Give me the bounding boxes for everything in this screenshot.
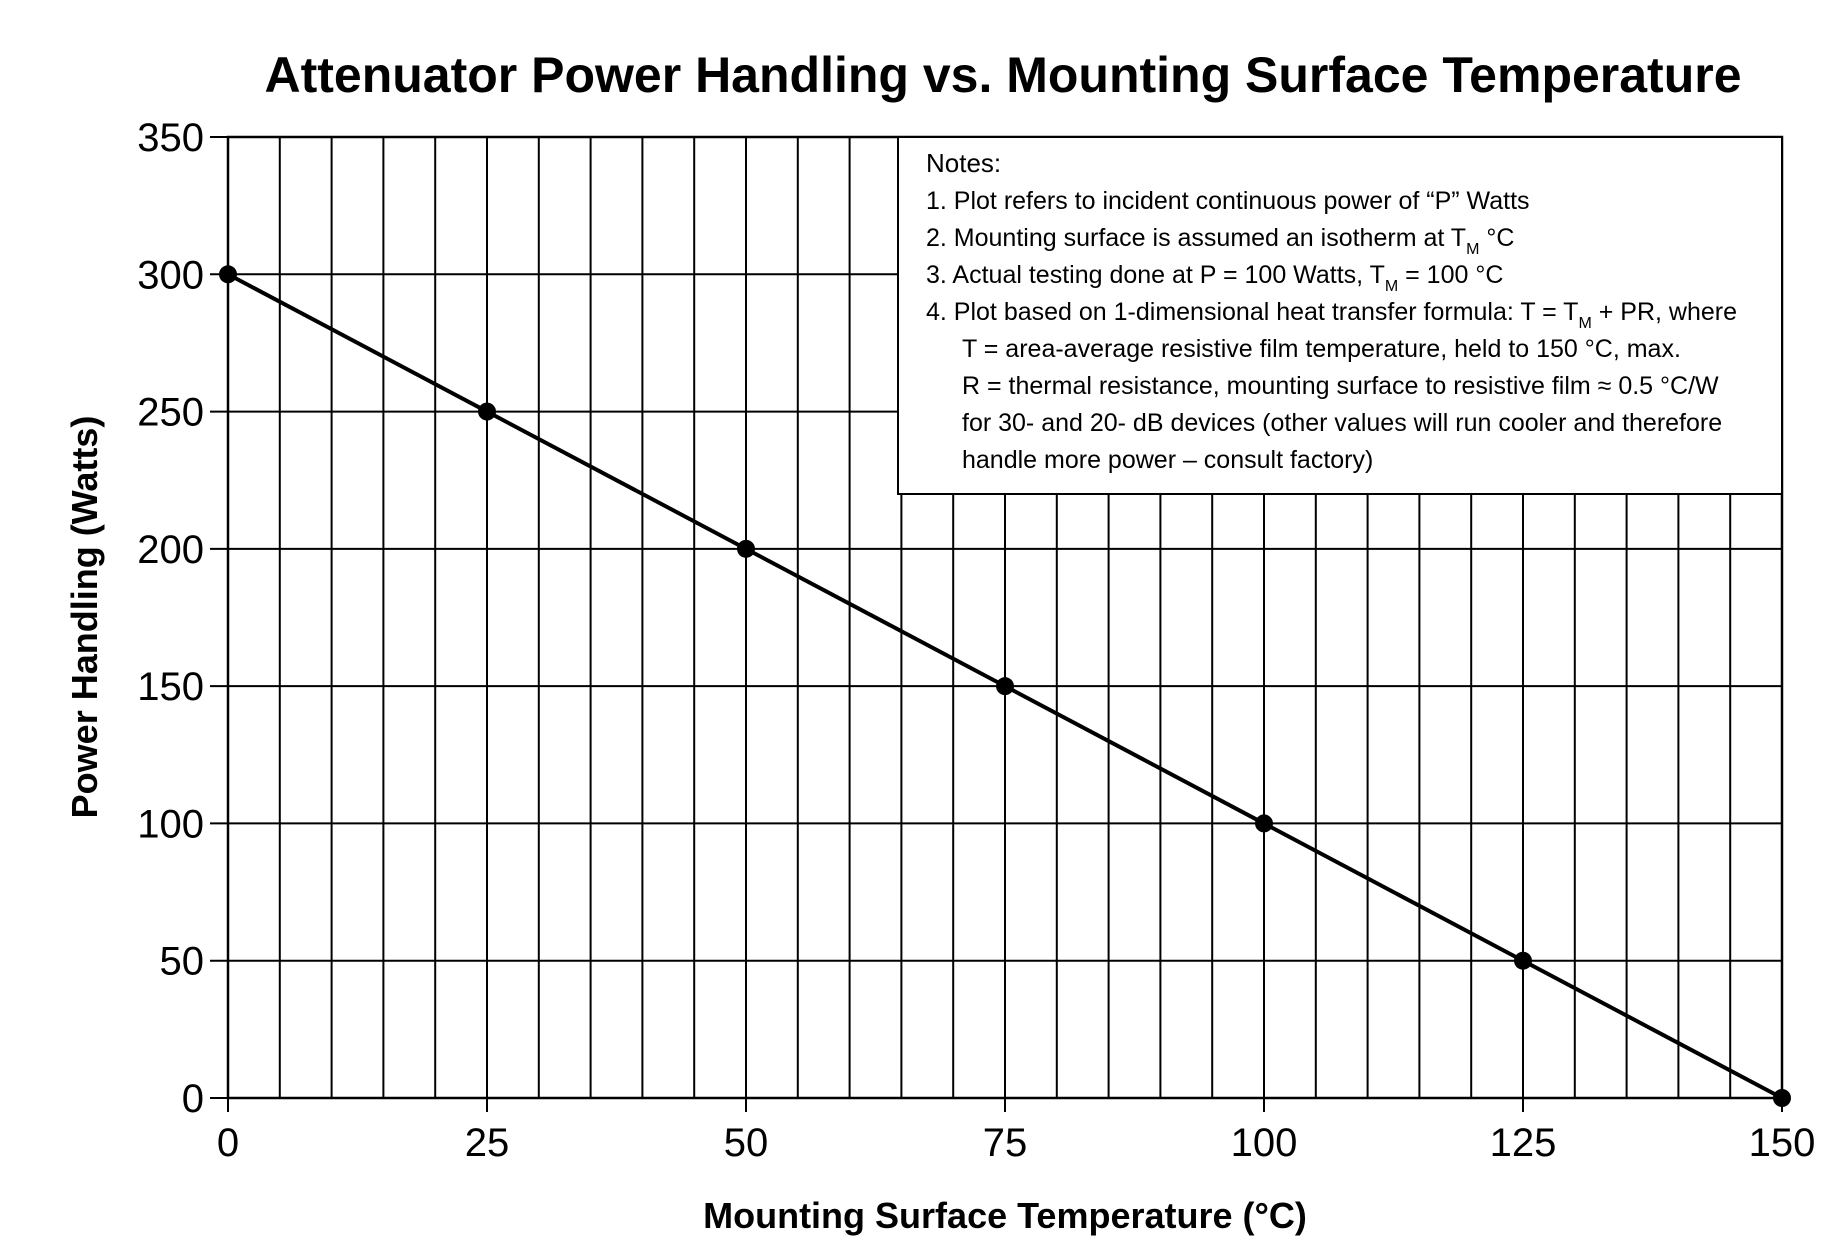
data-point	[996, 677, 1014, 696]
data-point	[1255, 814, 1273, 833]
note-line-2-text: 2. Mounting surface is assumed an isothe…	[926, 224, 1466, 252]
x-tick-label: 125	[1490, 1121, 1557, 1165]
y-tick-label: 50	[160, 940, 205, 984]
x-tick-label: 75	[983, 1121, 1028, 1165]
note-line-6: R = thermal resistance, mounting surface…	[962, 372, 1719, 400]
note-line-2-unit: °C	[1479, 224, 1514, 252]
x-tick-label: 25	[465, 1121, 510, 1165]
chart-title: Attenuator Power Handling vs. Mounting S…	[264, 47, 1741, 103]
note-line-8: handle more power – consult factory)	[962, 446, 1373, 474]
y-axis-ticks: 0 50 100 150 200 250 300 350	[137, 116, 228, 1121]
x-tick-label: 50	[724, 1121, 769, 1165]
note-line-5: T = area-average resistive film temperat…	[962, 335, 1681, 363]
note-line-4-tail: + PR, where	[1592, 298, 1737, 326]
x-axis-label: Mounting Surface Temperature (°C)	[703, 1195, 1307, 1236]
y-tick-label: 300	[137, 253, 204, 297]
series-layer	[219, 265, 1791, 1107]
y-tick-label: 200	[137, 528, 204, 572]
note-line-4-subscript: M	[1578, 315, 1591, 332]
data-point	[219, 265, 237, 284]
note-line-2-subscript: M	[1466, 241, 1479, 258]
y-tick-label: 0	[182, 1077, 204, 1121]
note-line-7: for 30- and 20- dB devices (other values…	[962, 409, 1722, 437]
y-tick-label: 350	[137, 116, 204, 160]
notes-box-frame	[897, 136, 1783, 495]
data-point	[478, 402, 496, 421]
note-line-3: 3. Actual testing done at P = 100 Watts,…	[926, 261, 1503, 295]
x-tick-label: 100	[1231, 1121, 1298, 1165]
notes-box: Notes: 1. Plot refers to incident contin…	[897, 136, 1783, 495]
data-point	[1514, 951, 1532, 970]
note-line-2: 2. Mounting surface is assumed an isothe…	[926, 224, 1514, 258]
note-line-4-text: 4. Plot based on 1-dimensional heat tran…	[926, 298, 1578, 326]
note-line-3-subscript: M	[1385, 278, 1398, 295]
x-tick-label: 0	[217, 1121, 239, 1165]
data-point	[737, 539, 755, 558]
grid	[228, 137, 1782, 1098]
y-axis-label: Power Handling (Watts)	[64, 416, 105, 819]
note-line-4: 4. Plot based on 1-dimensional heat tran…	[926, 298, 1737, 332]
y-tick-label: 150	[137, 665, 204, 709]
x-tick-label: 150	[1749, 1121, 1816, 1165]
x-axis-ticks: 0 25 50 75 100 125 150	[217, 1098, 1816, 1165]
note-line-1: 1. Plot refers to incident continuous po…	[926, 187, 1530, 215]
data-point	[1773, 1089, 1791, 1107]
note-line-3-text: 3. Actual testing done at P = 100 Watts,…	[926, 261, 1385, 289]
notes-heading: Notes:	[926, 148, 1001, 178]
y-tick-label: 250	[137, 391, 204, 435]
note-line-3-value: = 100 °C	[1398, 261, 1503, 289]
y-tick-label: 100	[137, 802, 204, 846]
